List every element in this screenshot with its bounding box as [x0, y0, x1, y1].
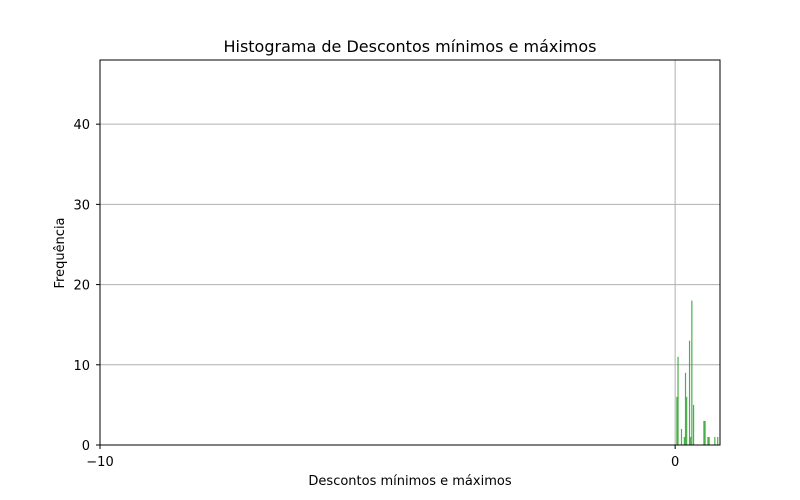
- histogram-bar: [703, 420, 705, 445]
- histogram-bar: [714, 436, 716, 445]
- histogram-bar: [676, 396, 678, 445]
- histogram-bar: [688, 340, 691, 445]
- y-axis-ticks: 0 10 20 30 40: [73, 118, 100, 454]
- x-tick-label: 0: [671, 455, 679, 470]
- histogram-bar: [683, 436, 685, 445]
- histogram-bar: [677, 356, 679, 445]
- y-tick-label: 0: [82, 439, 90, 454]
- bars: [676, 300, 719, 445]
- histogram-bar: [707, 436, 709, 445]
- y-tick-label: 20: [73, 279, 90, 294]
- histogram-bar: [684, 372, 687, 445]
- y-tick-label: 40: [73, 118, 90, 133]
- x-axis-label: Descontos mínimos e máximos: [308, 474, 511, 489]
- histogram-bar: [692, 404, 695, 445]
- histogram-bar: [686, 396, 688, 445]
- y-tick-label: 30: [73, 198, 90, 213]
- histogram-bar: [704, 420, 706, 445]
- histogram-bar: [708, 436, 710, 445]
- histogram-bar: [691, 300, 693, 445]
- histogram-bar: [717, 436, 719, 445]
- y-tick-label: 10: [73, 359, 90, 374]
- x-tick-label: −10: [86, 455, 113, 470]
- histogram-bar: [690, 436, 692, 445]
- x-axis-ticks: −10 0: [86, 445, 679, 470]
- chart-title: Histograma de Descontos mínimos e máximo…: [223, 37, 596, 56]
- grid-lines: [100, 60, 720, 445]
- histogram-bar: [680, 428, 683, 445]
- plot-frame: [99, 59, 721, 446]
- y-axis-label: Frequência: [53, 217, 68, 288]
